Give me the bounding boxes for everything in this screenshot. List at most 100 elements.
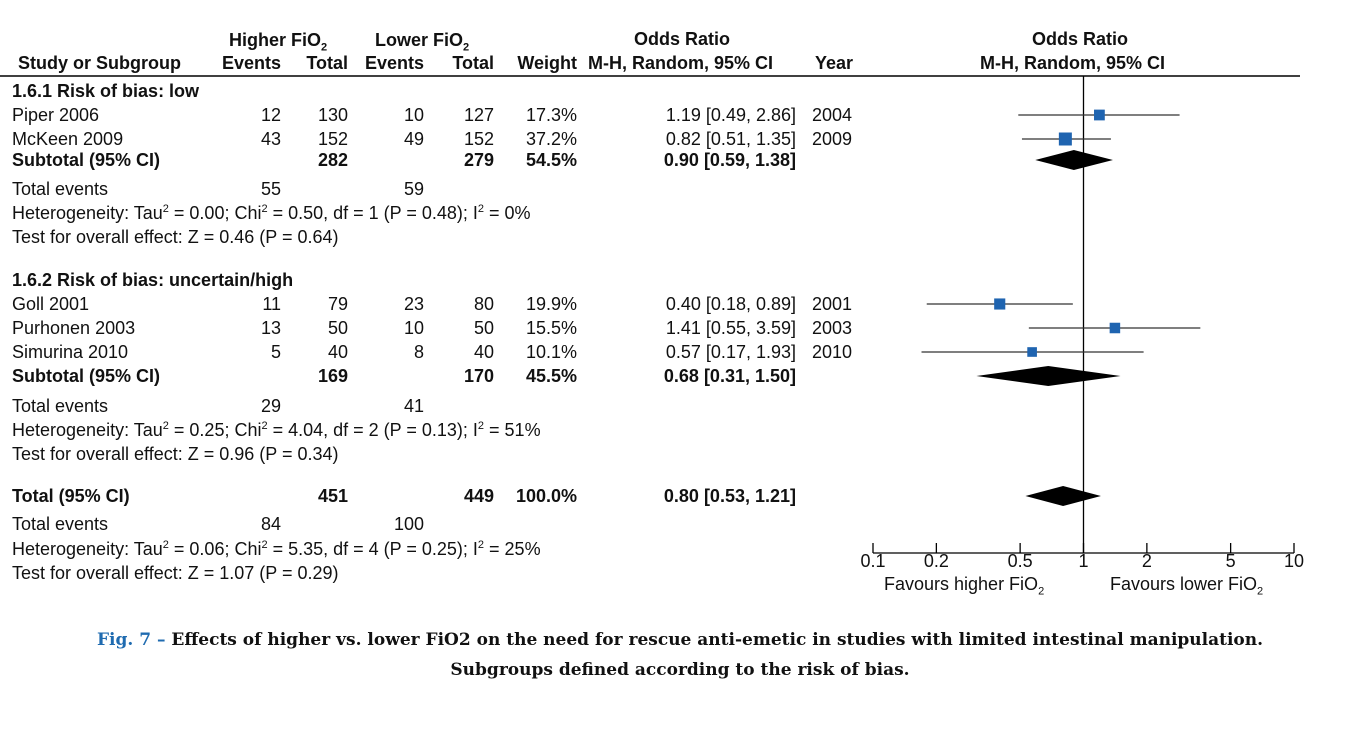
total-events2: 41 (403, 396, 424, 416)
x-tick-label: 0.1 (860, 551, 886, 571)
total2: 152 (463, 129, 494, 149)
subtotal-total2: 279 (463, 150, 494, 170)
year: 2010 (812, 342, 853, 362)
figure-caption-line1: Fig. 7 – Effects of higher vs. lower FiO… (0, 625, 1360, 655)
overall-effect-text: Test for overall effect: Z = 1.07 (P = 0… (12, 563, 339, 583)
overall-effect-text: Test for overall effect: Z = 0.96 (P = 0… (12, 444, 339, 464)
or-ci: 1.19 [0.49, 2.86] (665, 105, 796, 125)
events1: 12 (260, 105, 281, 125)
total-events-label: Total events (12, 396, 109, 416)
events1: 5 (270, 342, 281, 362)
subtotal-label: Subtotal (95% CI) (12, 366, 161, 386)
overall-effect-text: Test for overall effect: Z = 0.46 (P = 0… (12, 227, 339, 247)
events2: 10 (403, 318, 424, 338)
total-events2: 100 (393, 514, 424, 534)
total2: 80 (473, 294, 494, 314)
total-events1: 84 (260, 514, 281, 534)
study-name: Goll 2001 (12, 294, 90, 314)
summary-diamond (1025, 486, 1101, 506)
total-label: Total (95% CI) (12, 486, 130, 506)
x-tick-label: 2 (1141, 551, 1152, 571)
total-events2: 59 (403, 179, 424, 199)
weight: 17.3% (525, 105, 577, 125)
caption-text: Effects of higher vs. lower FiO2 on the … (171, 630, 1264, 650)
events2: 23 (403, 294, 424, 314)
heterogeneity-text: Heterogeneity: Tau2 = 0.00; Chi2 = 0.50,… (12, 203, 531, 223)
figure-caption-line2: Subgroups defined according to the risk … (450, 660, 910, 680)
study-name: Piper 2006 (12, 105, 100, 125)
heterogeneity-text: Heterogeneity: Tau2 = 0.06; Chi2 = 5.35,… (12, 539, 541, 559)
total1: 50 (327, 318, 348, 338)
subgroup-title: 1.6.2 Risk of bias: uncertain/high (12, 270, 294, 290)
weight: 37.2% (525, 129, 577, 149)
plot-title: Odds Ratio (1032, 29, 1129, 49)
study-marker (1094, 109, 1105, 121)
or-ci: 0.82 [0.51, 1.35] (665, 129, 796, 149)
year: 2001 (812, 294, 853, 314)
subtotal-total1: 282 (317, 150, 348, 170)
forest-plot (0, 75, 1300, 554)
subtotal-weight: 45.5% (525, 366, 577, 386)
x-tick-label: 1 (1078, 551, 1089, 571)
or-ci: 0.40 [0.18, 0.89] (665, 294, 796, 314)
total1: 79 (327, 294, 348, 314)
total1: 40 (327, 342, 348, 362)
summary-diamond (1035, 150, 1113, 170)
total-weight: 100.0% (515, 486, 577, 506)
subtotal-total1: 169 (317, 366, 348, 386)
year: 2004 (812, 105, 853, 125)
or-ci: 1.41 [0.55, 3.59] (665, 318, 796, 338)
year: 2003 (812, 318, 853, 338)
figure-label: Fig. 7 – (96, 630, 172, 650)
events2: 49 (403, 129, 424, 149)
events1: 13 (260, 318, 281, 338)
subtotal-or-ci: 0.90 [0.59, 1.38] (663, 150, 796, 170)
x-tick-label: 0.2 (923, 551, 949, 571)
total2: 40 (473, 342, 494, 362)
summary-diamond (976, 366, 1121, 386)
weight-column-header: Weight (517, 53, 577, 73)
subtotal-label: Subtotal (95% CI) (12, 150, 161, 170)
total-total1: 451 (317, 486, 348, 506)
subtotal-weight: 54.5% (525, 150, 577, 170)
total1: 152 (317, 129, 348, 149)
total2: 127 (463, 105, 494, 125)
total1: 130 (317, 105, 348, 125)
subtotal-total2: 170 (463, 366, 494, 386)
study-marker (994, 298, 1006, 310)
weight: 15.5% (525, 318, 577, 338)
year: 2009 (812, 129, 853, 149)
weight: 19.9% (525, 294, 577, 314)
heterogeneity-text: Heterogeneity: Tau2 = 0.25; Chi2 = 4.04,… (12, 420, 541, 440)
events1-column-header: Events (221, 53, 281, 73)
study-marker (1027, 347, 1037, 357)
x-tick-label: 0.5 (1007, 551, 1033, 571)
year-column-header: Year (815, 53, 854, 73)
total-events1: 29 (260, 396, 281, 416)
favours-right-label: Favours lower FiO2 (1110, 574, 1264, 598)
total-total2: 449 (463, 486, 494, 506)
group2-header: Lower FiO2 (375, 30, 470, 54)
or-ci: 0.57 [0.17, 1.93] (665, 342, 796, 362)
total-events-label: Total events (12, 514, 109, 534)
x-tick-label: 5 (1225, 551, 1236, 571)
study-column-header: Study or Subgroup (18, 53, 181, 73)
x-tick-label: 10 (1283, 551, 1305, 571)
total-events1: 55 (260, 179, 281, 199)
total-events-label: Total events (12, 179, 109, 199)
plot-method-header: M-H, Random, 95% CI (980, 53, 1166, 73)
events1: 11 (262, 294, 281, 314)
subgroup-title: 1.6.1 Risk of bias: low (12, 81, 200, 101)
study-name: Purhonen 2003 (12, 318, 136, 338)
or-column-title: Odds Ratio (634, 29, 731, 49)
favours-left-label: Favours higher FiO2 (884, 574, 1045, 598)
total1-column-header: Total (306, 53, 348, 73)
or-method-header: M-H, Random, 95% CI (588, 53, 774, 73)
group1-header: Higher FiO2 (229, 30, 328, 54)
total2-column-header: Total (452, 53, 494, 73)
events2: 8 (413, 342, 424, 362)
study-marker (1058, 132, 1072, 146)
weight: 10.1% (525, 342, 577, 362)
study-name: Simurina 2010 (12, 342, 129, 362)
total2: 50 (473, 318, 494, 338)
